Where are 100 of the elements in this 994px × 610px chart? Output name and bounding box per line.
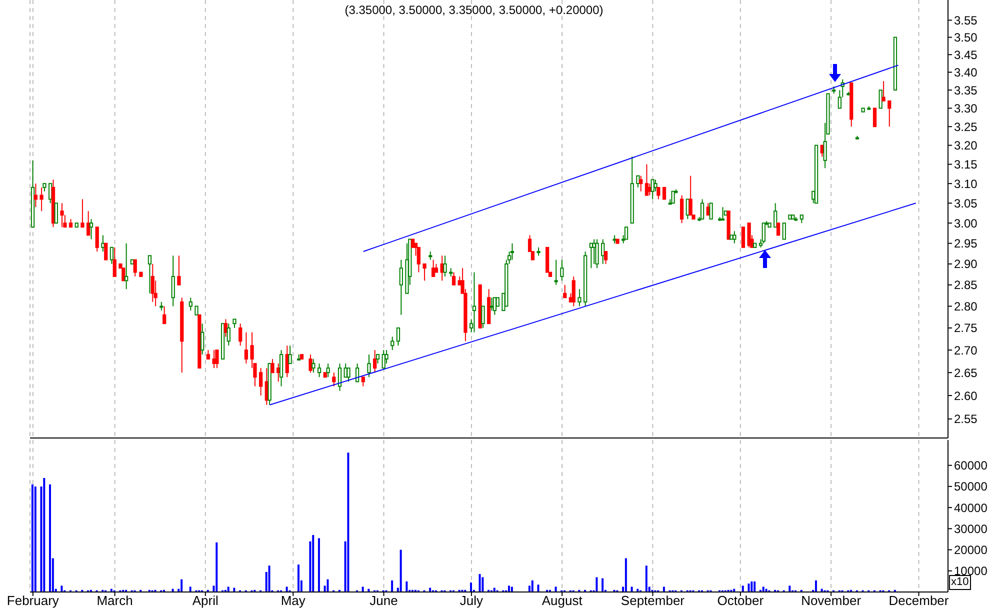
candlestick bbox=[732, 230, 736, 244]
candlestick bbox=[595, 238, 599, 269]
candlestick bbox=[888, 100, 892, 128]
candlestick bbox=[188, 297, 192, 312]
candlestick bbox=[650, 179, 654, 200]
bar bbox=[788, 586, 791, 592]
candlestick bbox=[782, 222, 786, 240]
candlestick bbox=[709, 202, 713, 220]
candlestick bbox=[644, 164, 649, 196]
bar bbox=[754, 581, 756, 592]
y-tick-label: 2.55 bbox=[954, 412, 978, 426]
candlestick bbox=[563, 284, 567, 298]
candlestick bbox=[390, 336, 394, 351]
candlestick bbox=[162, 306, 166, 324]
candlestick bbox=[279, 350, 284, 387]
y-tick-label: 3.45 bbox=[954, 48, 978, 62]
candlestick bbox=[604, 251, 608, 264]
x-tick-label: March bbox=[96, 593, 133, 608]
candlestick bbox=[624, 226, 628, 240]
candlestick bbox=[636, 175, 640, 188]
candlestick bbox=[882, 80, 886, 102]
candlestick bbox=[224, 318, 228, 338]
bar bbox=[482, 577, 484, 592]
text: x10 bbox=[949, 575, 971, 590]
bar bbox=[362, 586, 364, 592]
candlestick bbox=[671, 190, 675, 204]
candlestick bbox=[452, 272, 456, 286]
candlestick bbox=[288, 345, 292, 364]
y-tick-label: 2.65 bbox=[954, 366, 978, 380]
y-tick-label: 3.00 bbox=[954, 216, 978, 230]
candlestick bbox=[177, 255, 181, 286]
candlestick bbox=[700, 198, 704, 220]
candlestick bbox=[399, 259, 403, 316]
chart-title: (3.35000, 3.50000, 3.35000, 3.50000, +0.20000) bbox=[344, 3, 604, 17]
candlestick bbox=[326, 363, 330, 378]
bar bbox=[762, 586, 764, 592]
candlestick bbox=[332, 372, 336, 387]
candlestick bbox=[317, 363, 322, 378]
candlestick bbox=[150, 263, 154, 302]
candlestick bbox=[688, 175, 692, 216]
bar bbox=[347, 452, 350, 592]
bar bbox=[645, 566, 648, 592]
candlestick bbox=[361, 376, 365, 387]
y-tick-label: 30000 bbox=[954, 522, 988, 536]
candlestick bbox=[572, 276, 576, 307]
y-tick-label: 2.95 bbox=[954, 236, 978, 251]
candlestick bbox=[741, 226, 746, 248]
candlestick bbox=[215, 350, 219, 369]
bar bbox=[216, 542, 218, 592]
bar bbox=[189, 586, 192, 592]
candlestick bbox=[226, 323, 230, 346]
x-tick-label: June bbox=[370, 593, 398, 608]
y-tick-label: 3.40 bbox=[954, 65, 978, 80]
bar bbox=[814, 580, 817, 592]
candlestick bbox=[878, 90, 882, 109]
y-tick-label: 3.30 bbox=[954, 101, 978, 116]
bar bbox=[470, 582, 472, 592]
candlestick bbox=[720, 206, 725, 221]
x-tick-label: August bbox=[542, 593, 583, 608]
y-tick-label: 2.60 bbox=[954, 388, 978, 403]
x-tick-label: July bbox=[460, 593, 484, 608]
candlestick bbox=[133, 259, 137, 277]
bar bbox=[312, 535, 314, 592]
candlestick bbox=[578, 288, 582, 307]
bar bbox=[596, 577, 598, 592]
candlestick bbox=[244, 332, 248, 364]
x-tick-label: May bbox=[280, 593, 306, 608]
candlestick bbox=[560, 259, 564, 282]
x-tick-label: December bbox=[888, 593, 950, 608]
candlestick bbox=[774, 202, 778, 228]
y-tick-label: 20000 bbox=[954, 543, 988, 558]
candlestick bbox=[259, 368, 263, 396]
y-tick-label: 3.10 bbox=[954, 176, 978, 191]
y-tick-label: 2.90 bbox=[954, 257, 978, 272]
candlestick bbox=[124, 242, 128, 290]
candlestick bbox=[308, 354, 312, 374]
candlestick bbox=[384, 350, 388, 364]
candlestick bbox=[654, 179, 658, 192]
y-tick-label: 50000 bbox=[954, 480, 988, 494]
bar bbox=[531, 580, 534, 592]
bar bbox=[400, 550, 402, 592]
bar bbox=[406, 581, 408, 592]
bar bbox=[478, 574, 481, 592]
bar bbox=[662, 586, 665, 592]
bar bbox=[624, 558, 627, 592]
candlestick bbox=[338, 363, 342, 392]
candlestick bbox=[762, 222, 766, 244]
y-tick-label: 3.55 bbox=[954, 13, 978, 28]
candlestick bbox=[312, 358, 316, 374]
y-tick-label: 3.05 bbox=[954, 196, 978, 210]
candlestick bbox=[122, 268, 126, 282]
bar bbox=[286, 586, 288, 592]
x-tick-label: November bbox=[801, 593, 862, 608]
y-tick-label: 2.85 bbox=[954, 278, 978, 292]
bar bbox=[554, 586, 557, 592]
candlestick bbox=[648, 183, 652, 196]
bar bbox=[602, 578, 604, 592]
y-tick-label: 2.75 bbox=[954, 321, 978, 336]
candlestick bbox=[373, 350, 377, 374]
candlestick bbox=[680, 194, 684, 224]
